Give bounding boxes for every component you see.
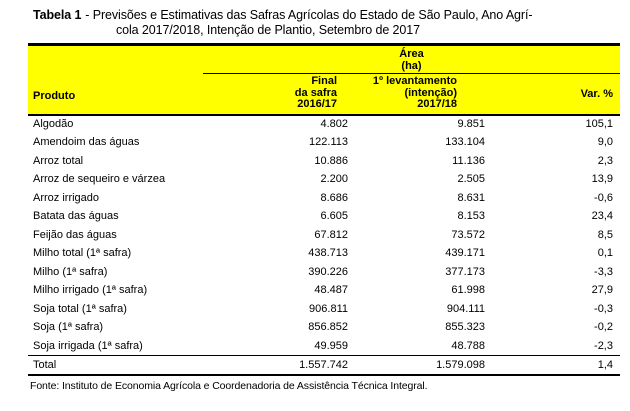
table-row: Arroz de sequeiro e várzea 2.200 2.505 1… xyxy=(28,170,620,189)
table-body: Algodão 4.802 9.851 105,1 Amendoim das á… xyxy=(28,115,620,356)
produto-cell: Milho (1ª safra) xyxy=(33,265,108,278)
table-row: Amendoim das águas 122.113 133.104 9,0 xyxy=(28,133,620,152)
levantamento-cell: 8.153 xyxy=(457,210,485,223)
levantamento-cell: 8.631 xyxy=(457,191,485,204)
var-pct-cell: -2,3 xyxy=(594,339,613,352)
produto-cell: Algodão xyxy=(33,118,74,131)
levantamento-cell: 11.136 xyxy=(452,154,485,167)
source-note: Fonte: Instituto de Economia Agrícola e … xyxy=(30,380,428,392)
var-pct-cell: -3,3 xyxy=(594,265,613,278)
final-safra-cell: 438.713 xyxy=(308,247,348,260)
levantamento-cell: 48.788 xyxy=(451,339,485,352)
title-line-1: Tabela 1- Previsões e Estimativas das Sa… xyxy=(33,8,630,23)
produto-cell: Arroz irrigado xyxy=(33,191,100,204)
levantamento-cell: 133.104 xyxy=(445,136,485,149)
crops-table: Produto Área (ha) Final da safra 2016/17… xyxy=(28,43,620,376)
produto-cell: Soja (1ª safra) xyxy=(33,321,104,334)
var-pct-cell: -0,2 xyxy=(594,321,613,334)
final-safra-cell: 4.802 xyxy=(320,118,348,131)
table-title: Tabela 1- Previsões e Estimativas das Sa… xyxy=(33,8,630,38)
final-safra-cell: 6.605 xyxy=(320,210,348,223)
final-safra-cell: 8.686 xyxy=(320,191,348,204)
table-row: Milho (1ª safra) 390.226 377.173 -3,3 xyxy=(28,263,620,282)
produto-cell: Arroz total xyxy=(33,154,84,167)
var-pct-cell: -0,6 xyxy=(594,191,613,204)
produto-cell: Milho total (1ª safra) xyxy=(33,247,132,260)
final-safra-cell: 906.811 xyxy=(309,302,348,315)
header-area-group: Área (ha) xyxy=(203,44,620,74)
title-text-line1: - Previsões e Estimativas das Safras Agr… xyxy=(85,8,533,22)
table-row: Soja (1ª safra) 856.852 855.323 -0,2 xyxy=(28,318,620,337)
var-pct-cell: 105,1 xyxy=(585,118,613,131)
header-levantamento: 1º levantamento (intenção) 2017/18 xyxy=(353,73,490,116)
table-number: Tabela 1 xyxy=(33,8,82,22)
produto-cell: Batata das águas xyxy=(33,210,119,223)
var-pct-cell: 23,4 xyxy=(591,210,613,223)
final-safra-cell: 390.226 xyxy=(308,265,348,278)
final-safra-cell: 2.200 xyxy=(320,173,348,186)
table-row: Feijão das águas 67.812 73.572 8,5 xyxy=(28,226,620,245)
levantamento-cell: 855.323 xyxy=(445,321,485,334)
levantamento-cell: 377.173 xyxy=(445,265,485,278)
levantamento-cell: 73.572 xyxy=(451,228,485,241)
table-row: Arroz total 10.886 11.136 2,3 xyxy=(28,152,620,171)
levantamento-cell: 61.998 xyxy=(451,284,485,297)
header-produto: Produto xyxy=(28,44,203,116)
total-var-value: 1,4 xyxy=(490,354,620,376)
table-row: Batata das águas 6.605 8.153 23,4 xyxy=(28,207,620,226)
table-row: Algodão 4.802 9.851 105,1 xyxy=(28,115,620,134)
total-final-value: 1.557.742 xyxy=(203,354,353,376)
table-row: Arroz irrigado 8.686 8.631 -0,6 xyxy=(28,189,620,208)
table-row: Soja total (1ª safra) 906.811 904.111 -0… xyxy=(28,300,620,319)
table-header: Produto Área (ha) Final da safra 2016/17… xyxy=(28,44,620,116)
header-final-da-safra: Final da safra 2016/17 xyxy=(203,73,353,116)
final-safra-cell: 48.487 xyxy=(314,284,348,297)
title-text-line2: cola 2017/2018, Intenção de Plantio, Set… xyxy=(116,23,420,37)
final-safra-cell: 122.113 xyxy=(309,136,348,149)
final-safra-cell: 49.959 xyxy=(314,339,348,352)
produto-cell: Arroz de sequeiro e várzea xyxy=(33,173,166,186)
total-label: Total xyxy=(28,354,203,376)
var-pct-cell: 13,9 xyxy=(591,173,613,186)
final-safra-cell: 67.812 xyxy=(314,228,348,241)
header-row-columns: Final da safra 2016/17 1º levantamento (… xyxy=(28,73,620,116)
produto-cell: Milho irrigado (1ª safra) xyxy=(33,284,148,297)
table-row: Soja irrigada (1ª safra) 49.959 48.788 -… xyxy=(28,337,620,356)
produto-cell: Amendoim das águas xyxy=(33,136,140,149)
table-row: Milho irrigado (1ª safra) 48.487 61.998 … xyxy=(28,281,620,300)
final-safra-cell: 856.852 xyxy=(308,321,348,334)
header-var-pct: Var. % xyxy=(490,73,620,116)
total-row: Total 1.557.742 1.579.098 1,4 xyxy=(28,354,620,376)
var-pct-cell: 9,0 xyxy=(597,136,613,149)
levantamento-cell: 904.111 xyxy=(446,302,485,315)
var-pct-cell: -0,3 xyxy=(594,302,613,315)
var-pct-cell: 0,1 xyxy=(597,247,613,260)
produto-cell: Feijão das águas xyxy=(33,228,117,241)
header-row-area-group: Produto Área (ha) xyxy=(28,44,620,116)
page: Tabela 1- Previsões e Estimativas das Sa… xyxy=(0,8,630,411)
var-pct-cell: 2,3 xyxy=(597,154,613,167)
produto-cell: Soja total (1ª safra) xyxy=(33,302,127,315)
var-pct-cell: 27,9 xyxy=(591,284,613,297)
table-row: Milho total (1ª safra) 438.713 439.171 0… xyxy=(28,244,620,263)
final-safra-cell: 10.886 xyxy=(314,154,348,167)
levantamento-cell: 439.171 xyxy=(445,247,485,260)
table-footer: Total 1.557.742 1.579.098 1,4 xyxy=(28,354,620,376)
produto-cell: Soja irrigada (1ª safra) xyxy=(33,339,143,352)
levantamento-cell: 2.505 xyxy=(457,173,485,186)
levantamento-cell: 9.851 xyxy=(457,118,485,131)
total-levantamento-value: 1.579.098 xyxy=(353,354,490,376)
var-pct-cell: 8,5 xyxy=(597,228,613,241)
